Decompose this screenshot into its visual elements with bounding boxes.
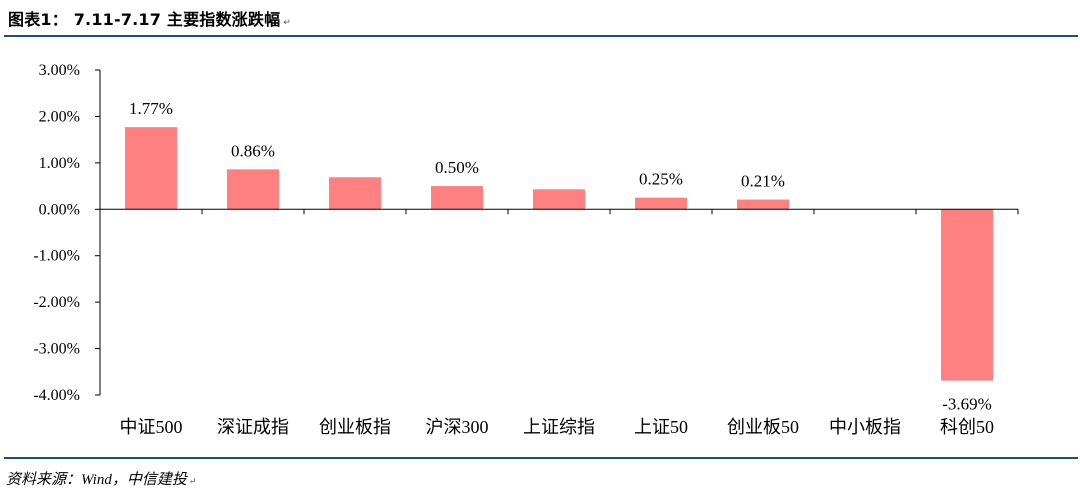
y-tick-label: -2.00% bbox=[33, 294, 80, 311]
y-tick-label: 2.00% bbox=[39, 108, 80, 125]
data-label: 0.86% bbox=[231, 141, 275, 160]
category-label: 上证综指 bbox=[523, 417, 595, 437]
category-label: 中小板指 bbox=[829, 417, 901, 437]
y-tick-label: 0.00% bbox=[39, 201, 80, 218]
data-labels: 1.77% 0.86% 0.50% 0.25% 0.21% -3.69% bbox=[129, 99, 992, 414]
bar bbox=[329, 177, 381, 210]
bar bbox=[227, 169, 279, 210]
paragraph-mark-icon: ↵ bbox=[188, 476, 197, 486]
category-label: 中证500 bbox=[120, 417, 183, 437]
bar bbox=[635, 197, 687, 210]
bar bbox=[125, 127, 177, 210]
source-note: 资料来源：Wind，中信建投 ↵ bbox=[6, 468, 196, 489]
bar bbox=[941, 209, 993, 381]
category-label: 科创50 bbox=[940, 417, 994, 437]
data-label: 0.21% bbox=[741, 172, 785, 191]
data-label: 0.25% bbox=[639, 170, 683, 189]
y-tick-label: 1.00% bbox=[39, 155, 80, 172]
y-tick-label: -1.00% bbox=[33, 248, 80, 265]
y-axis: 3.00% 2.00% 1.00% 0.00% -1.00% -2.00% -3.00% -4… bbox=[33, 62, 101, 404]
category-label: 沪深300 bbox=[426, 417, 489, 437]
category-labels: 中证500 深证成指 创业板指 沪深300 上证综指 上证50 创业板50 中小板指 科创50 bbox=[120, 417, 995, 437]
header-divider bbox=[4, 35, 1078, 37]
data-label: 1.77% bbox=[129, 99, 173, 118]
category-label: 上证50 bbox=[634, 417, 688, 437]
category-label: 创业板50 bbox=[727, 417, 799, 437]
bar-chart: 3.00% 2.00% 1.00% 0.00% -1.00% -2.00% -3.00% -4… bbox=[33, 62, 1019, 437]
y-tick-label: 3.00% bbox=[39, 62, 80, 79]
bars bbox=[125, 127, 993, 381]
bar bbox=[431, 186, 483, 210]
y-tick-label: -4.00% bbox=[33, 387, 80, 404]
chart-title-text: 图表1： 7.11-7.17 主要指数涨跌幅 bbox=[8, 10, 281, 29]
footer-divider bbox=[4, 457, 1078, 459]
y-tick-label: -3.00% bbox=[33, 341, 80, 358]
category-label: 创业板指 bbox=[319, 417, 391, 437]
data-label: 0.50% bbox=[435, 158, 479, 177]
category-label: 深证成指 bbox=[217, 417, 289, 437]
bar bbox=[737, 199, 789, 210]
source-text: 资料来源：Wind，中信建投 bbox=[6, 472, 187, 488]
chart-title: 图表1： 7.11-7.17 主要指数涨跌幅 ↵ bbox=[8, 6, 291, 30]
paragraph-mark-icon: ↵ bbox=[283, 18, 292, 28]
x-axis bbox=[99, 208, 1019, 215]
bar bbox=[533, 189, 585, 210]
data-label: -3.69% bbox=[942, 395, 992, 414]
